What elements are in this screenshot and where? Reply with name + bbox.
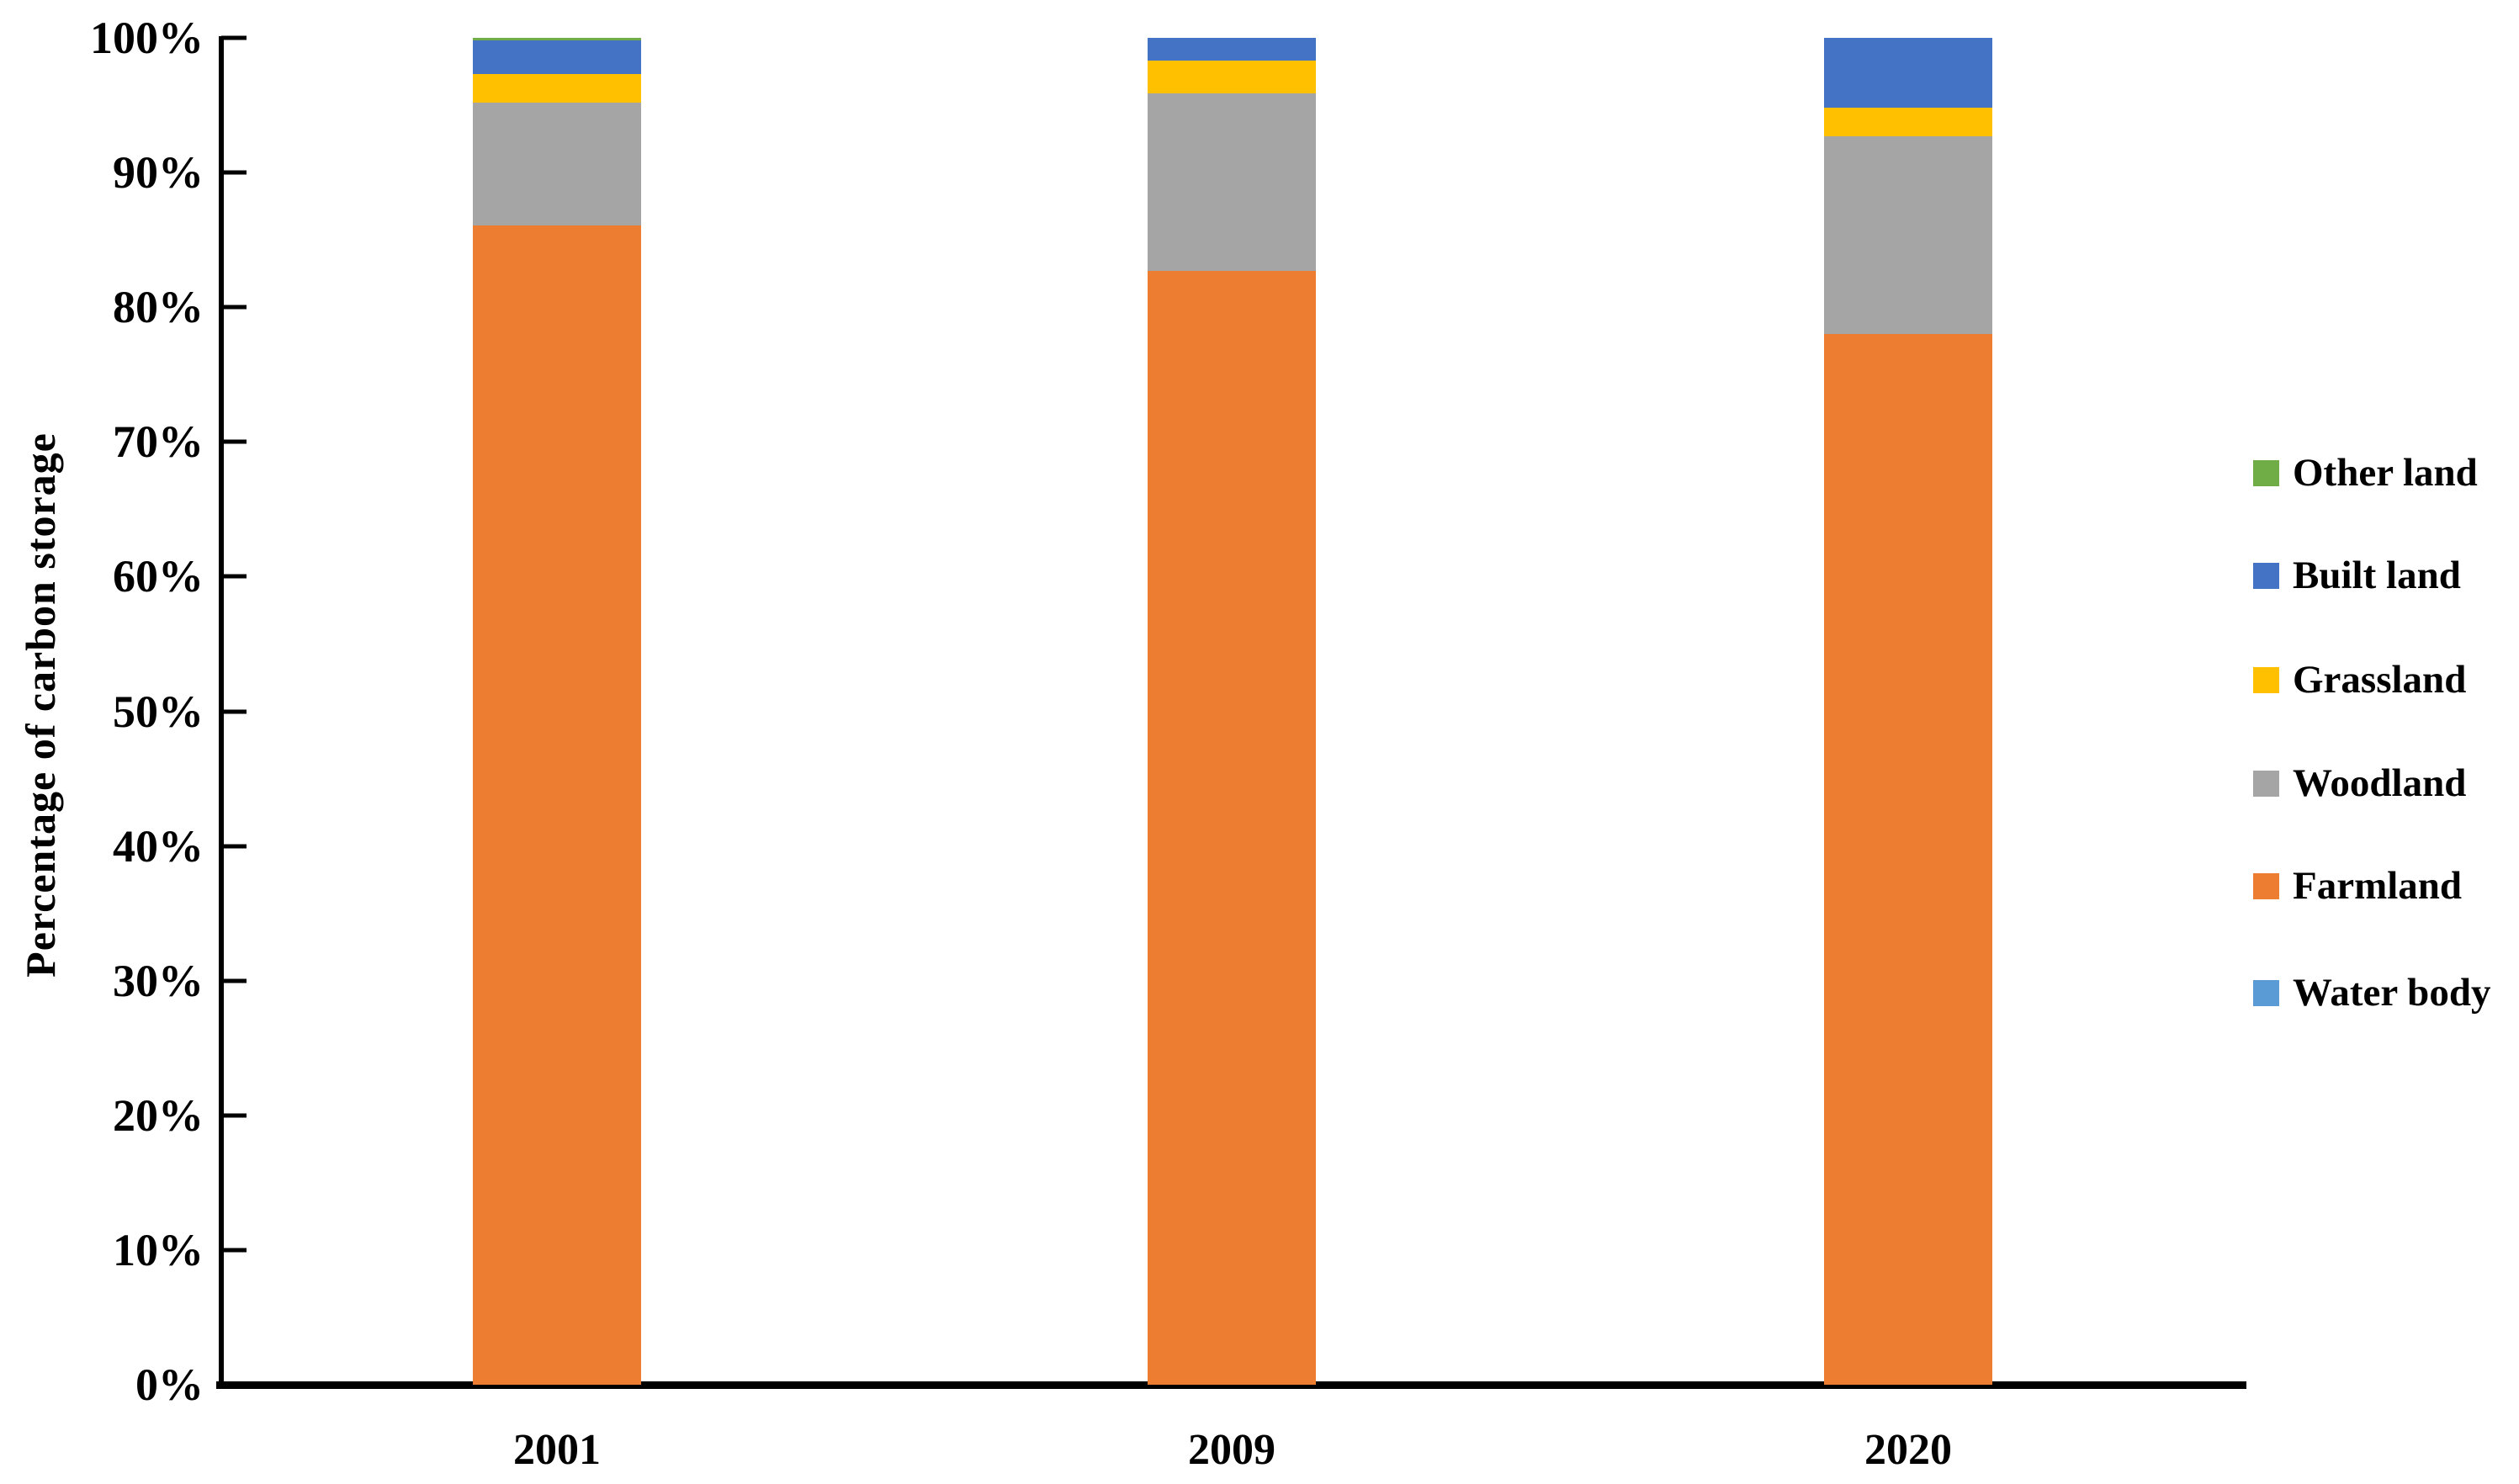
segment-2001-grassland	[473, 74, 641, 103]
y-tick-mark-20%	[221, 1113, 247, 1118]
legend-item-other-land: Other land	[2253, 451, 2478, 495]
y-tick-label-0%: 0%	[135, 1359, 204, 1410]
y-tick-mark-70%	[221, 439, 247, 444]
y-tick-label-50%: 50%	[113, 686, 204, 737]
legend-item-farmland: Farmland	[2253, 864, 2462, 908]
legend-label-water-body: Water body	[2293, 971, 2491, 1015]
segment-2001-farmland	[473, 225, 641, 1385]
y-tick-mark-0%	[221, 1382, 247, 1387]
y-tick-label-80%: 80%	[113, 282, 204, 333]
legend-swatch-built-land	[2253, 562, 2279, 589]
legend-item-built-land: Built land	[2253, 554, 2461, 597]
segment-2001-other-land	[473, 38, 641, 41]
segment-2009-woodland	[1148, 93, 1316, 271]
legend-swatch-woodland	[2253, 770, 2279, 797]
legend-swatch-water-body	[2253, 979, 2279, 1006]
y-tick-label-10%: 10%	[113, 1224, 204, 1275]
legend-item-woodland: Woodland	[2253, 761, 2466, 805]
bar-2020	[1824, 38, 1992, 1385]
segment-2020-woodland	[1824, 135, 1992, 335]
y-tick-mark-90%	[221, 170, 247, 175]
y-tick-label-70%: 70%	[113, 416, 204, 468]
x-axis-line	[216, 1381, 2246, 1389]
legend-item-water-body: Water body	[2253, 971, 2490, 1015]
y-tick-label-20%: 20%	[113, 1089, 204, 1141]
segment-2001-woodland	[473, 102, 641, 225]
segment-2001-built-land	[473, 40, 641, 75]
legend-label-grassland: Grassland	[2293, 658, 2467, 702]
segment-2020-grassland	[1824, 108, 1992, 136]
y-tick-label-30%: 30%	[113, 955, 204, 1006]
x-tick-label-2001: 2001	[513, 1426, 601, 1474]
y-tick-mark-100%	[221, 35, 247, 40]
segment-2009-built-land	[1148, 38, 1316, 61]
y-tick-mark-60%	[221, 574, 247, 579]
x-tick-label-2020: 2020	[1864, 1426, 1952, 1474]
y-tick-mark-30%	[221, 978, 247, 983]
legend-swatch-other-land	[2253, 459, 2279, 486]
bar-2009	[1148, 38, 1316, 1385]
y-tick-mark-80%	[221, 305, 247, 310]
y-tick-mark-50%	[221, 709, 247, 713]
legend-item-grassland: Grassland	[2253, 658, 2466, 702]
legend-label-farmland: Farmland	[2293, 864, 2463, 908]
bar-2001	[473, 38, 641, 1385]
segment-2009-farmland	[1148, 270, 1316, 1385]
segment-2020-farmland	[1824, 334, 1992, 1385]
y-tick-label-100%: 100%	[90, 13, 204, 63]
y-tick-label-60%: 60%	[113, 551, 204, 602]
segment-2020-built-land	[1824, 38, 1992, 109]
y-tick-mark-10%	[221, 1248, 247, 1253]
legend-label-built-land: Built land	[2293, 554, 2461, 597]
y-tick-label-90%: 90%	[113, 147, 204, 199]
legend-label-other-land: Other land	[2293, 451, 2478, 495]
legend-label-woodland: Woodland	[2293, 761, 2467, 805]
legend-swatch-grassland	[2253, 666, 2279, 693]
y-tick-label-40%: 40%	[113, 820, 204, 872]
y-tick-mark-40%	[221, 844, 247, 849]
segment-2009-grassland	[1148, 61, 1316, 93]
legend-swatch-farmland	[2253, 872, 2279, 899]
x-tick-label-2009: 2009	[1188, 1426, 1275, 1474]
